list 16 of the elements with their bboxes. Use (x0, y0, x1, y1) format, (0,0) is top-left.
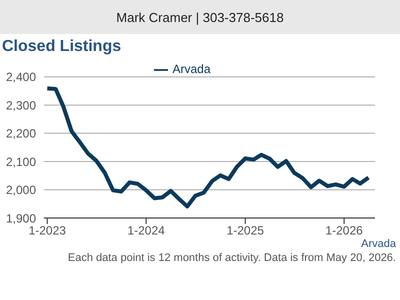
line-series (45, 86, 370, 208)
y-tick-label: 2,000 (6, 183, 36, 198)
y-tick-label: 1,900 (6, 211, 36, 226)
y-tick-label: 2,100 (6, 154, 36, 169)
y-tick-label: 2,200 (6, 126, 36, 141)
y-tick-label: 2,400 (6, 70, 36, 84)
x-tick-label: 1-2026 (325, 224, 364, 238)
chart-title: Closed Listings (2, 38, 122, 56)
text: Arvada (361, 238, 396, 250)
text: Mark Cramer | 303-378-5618 (0, 0, 400, 34)
legend-label: Arvada (172, 62, 211, 76)
text: Each data point is 12 months of activity. Data is from May 20, 2026. (68, 252, 396, 264)
x-tick-label: 1-2025 (226, 224, 264, 238)
y-tick-label: 2,300 (6, 98, 36, 112)
x-tick-label: 1-2024 (127, 224, 166, 238)
x-tick-label: 1-2023 (28, 224, 66, 238)
